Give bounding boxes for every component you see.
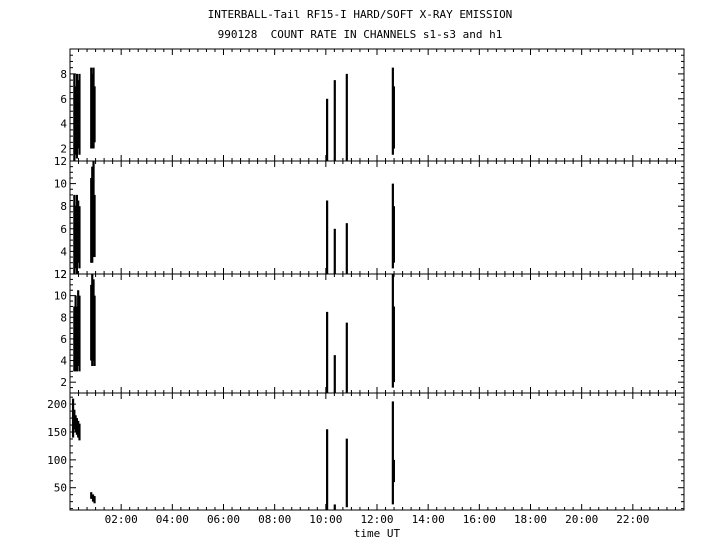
panel-s2: 2 4 6 8 10 12 — [54, 155, 685, 281]
x-tick-label: 14:00 — [412, 513, 445, 526]
panel-s1: 2 4 6 8 — [60, 48, 685, 162]
y-tick-label: 4 — [60, 355, 67, 368]
x-tick-label: 04:00 — [156, 513, 189, 526]
y-tick-label: 2 — [60, 376, 67, 389]
y-tick-label: 4 — [60, 118, 67, 131]
y-tick-label: 4 — [60, 245, 67, 258]
y-tick-label: 12 — [54, 155, 67, 168]
x-tick-label: 10:00 — [309, 513, 342, 526]
y-tick-label: 6 — [60, 223, 67, 236]
x-axis-label: time UT — [354, 527, 401, 540]
y-tick-label: 8 — [60, 311, 67, 324]
x-tick-label: 22:00 — [616, 513, 649, 526]
panel-frame — [69, 392, 685, 511]
x-tick-label: 16:00 — [463, 513, 496, 526]
x-tick-label: 20:00 — [565, 513, 598, 526]
x-axis: 02:00 04:00 06:00 08:00 10:00 12:00 14:00 16:00… — [105, 513, 650, 526]
y-tick-label: 8 — [60, 68, 67, 81]
y-tick-label: 2 — [60, 143, 67, 156]
y-tick-label: 10 — [54, 178, 67, 191]
y-tick-label: 2 — [60, 268, 67, 281]
y-tick-label: 6 — [60, 93, 67, 106]
y-tick-label: 200 — [47, 398, 67, 411]
y-tick-label: 12 — [54, 268, 67, 281]
x-tick-label: 18:00 — [514, 513, 547, 526]
panel-frame — [69, 273, 685, 394]
panel-h1: 50 100 150 200 — [47, 392, 685, 511]
panel-s3: 2 4 6 8 10 12 — [54, 268, 685, 394]
x-tick-label: 02:00 — [105, 513, 138, 526]
panel-frame — [69, 48, 685, 162]
y-tick-label: 8 — [60, 200, 67, 213]
x-tick-label: 12:00 — [360, 513, 393, 526]
y-tick-label: 150 — [47, 426, 67, 439]
y-tick-label: 100 — [47, 454, 67, 467]
chart-subtitle: 990128 COUNT RATE IN CHANNELS s1-s3 and … — [217, 28, 503, 41]
x-tick-label: 06:00 — [207, 513, 240, 526]
y-tick-label: 10 — [54, 290, 67, 303]
y-tick-label: 50 — [54, 482, 67, 495]
panel-frame — [69, 160, 685, 275]
y-tick-label: 6 — [60, 333, 67, 346]
x-tick-label: 08:00 — [258, 513, 291, 526]
chart-title: INTERBALL-Tail RF15-I HARD/SOFT X-RAY EM… — [207, 8, 513, 21]
